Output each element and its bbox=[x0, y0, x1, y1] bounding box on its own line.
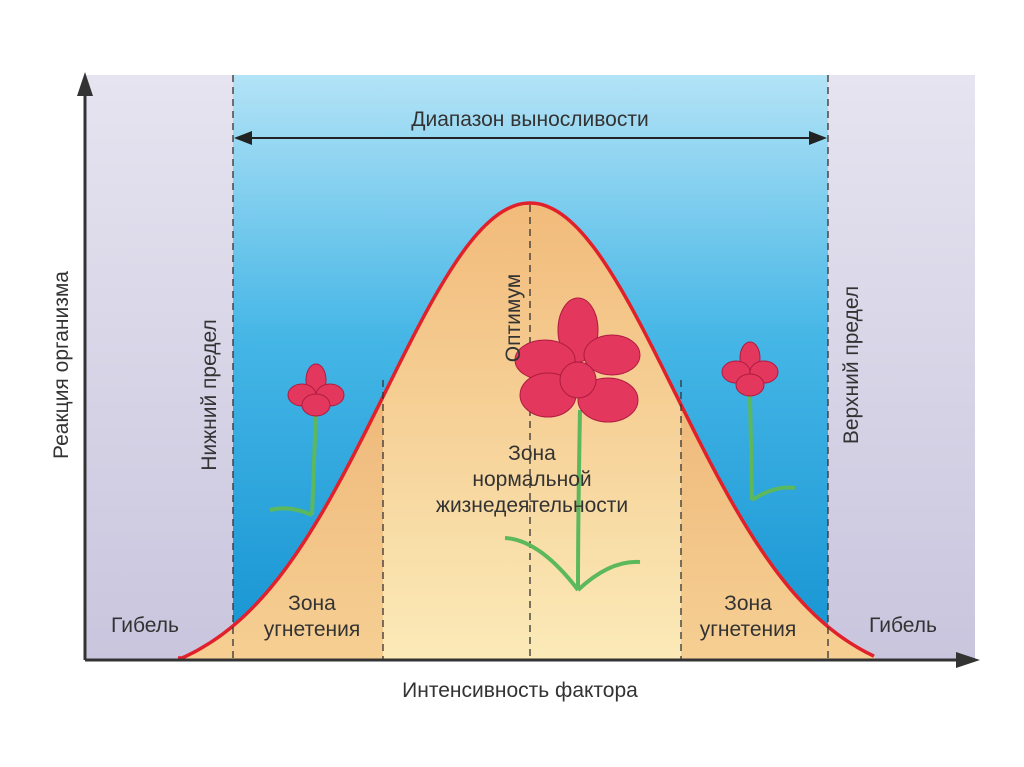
zone-label-line: нормальной bbox=[472, 468, 591, 491]
zone-label-line: Зона bbox=[508, 442, 556, 465]
normal-zone: Зона нормальной жизнедеятельности bbox=[436, 442, 628, 517]
stress-zone-right: Зона угнетения bbox=[700, 592, 797, 641]
death-zone-left bbox=[85, 75, 233, 660]
x-axis-label: Интенсивность фактора bbox=[402, 679, 638, 702]
y-axis-label: Реакция организма bbox=[50, 271, 73, 459]
zone-label-line: Зона bbox=[724, 592, 772, 615]
lower-limit: Нижний предел bbox=[198, 319, 221, 471]
range-arrow bbox=[234, 131, 827, 145]
axes bbox=[77, 72, 980, 668]
zone-label-line: жизнедеятельности bbox=[436, 494, 628, 517]
zone-label-line: угнетения bbox=[700, 618, 797, 641]
death-left: Гибель bbox=[111, 614, 179, 637]
response-curve bbox=[178, 201, 875, 660]
stress-zone-left: Зона угнетения bbox=[264, 592, 361, 641]
death-right: Гибель bbox=[869, 614, 937, 637]
optimum: Оптимум bbox=[502, 274, 525, 362]
zone-label-line: угнетения bbox=[264, 618, 361, 641]
zone-label-line: Зона bbox=[288, 592, 336, 615]
dividers bbox=[232, 75, 829, 660]
range-label: Диапазон выносливости bbox=[411, 108, 648, 131]
upper-limit: Верхний предел bbox=[840, 286, 863, 444]
death-zone-right bbox=[828, 75, 975, 660]
flower-icons bbox=[269, 297, 796, 592]
